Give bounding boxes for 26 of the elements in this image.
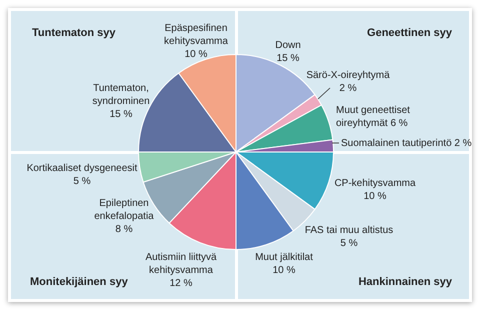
data-label: 15 % (276, 52, 300, 64)
slice-label: Epäspesifinen kehitysvamma (164, 22, 228, 47)
slice-label: CP-kehitysvamma (334, 178, 416, 189)
text: Geneettinen syy (367, 27, 453, 40)
slice-label: Tuntematon, syndrominen (92, 82, 150, 107)
data-label: 5 % (73, 176, 91, 187)
text: Monitekijäinen syy (30, 276, 129, 288)
slice-label: Kortikaaliset dysgeneesit (26, 162, 138, 174)
data-label: 8 % (115, 224, 133, 235)
slice-label: FAS tai muu altistus (304, 224, 394, 236)
slice-label: Suomalainen tautiperintö 2 % (341, 138, 472, 149)
slice-label: Muut geneettiset oireyhtymät 6 % (336, 104, 410, 129)
data-label: 15 % (110, 108, 133, 120)
data-label: 10 % (184, 48, 208, 60)
data-label: 12 % (170, 278, 193, 289)
data-label: 10 % (272, 264, 296, 276)
slice-label: Särö-X-oireyhtymä (306, 70, 390, 81)
slice-label: Muut jälkitilat (255, 252, 314, 263)
text: Tuntematon syy (32, 27, 116, 40)
data-label: 2 % (339, 82, 357, 94)
data-label: 5 % (340, 238, 358, 249)
slice-label: Down (275, 40, 301, 51)
slice-label: Epileptinen enkefalopatia (94, 198, 154, 222)
data-label: 10 % (364, 190, 387, 202)
slice-label: Autismiin liittyvä kehitysvamma (145, 252, 217, 276)
text: Hankinnainen syy (358, 276, 453, 288)
